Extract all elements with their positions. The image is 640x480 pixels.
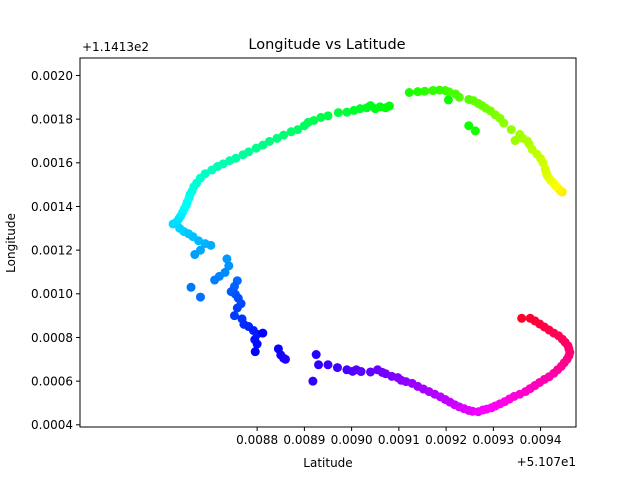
scatter-point <box>195 292 205 302</box>
x-tick-label: 0.0091 <box>378 433 420 447</box>
plot-frame <box>79 57 577 428</box>
x-tick-label: 0.0093 <box>472 433 514 447</box>
scatter-point <box>229 311 239 321</box>
x-offset-label: +5.107e1 <box>517 455 576 469</box>
scatter-point <box>510 136 520 146</box>
scatter-point <box>252 339 262 349</box>
y-tick-label: 0.0012 <box>31 243 73 257</box>
x-tick-label: 0.0090 <box>331 433 373 447</box>
scatter-point <box>222 254 232 264</box>
scatter-point <box>238 150 248 160</box>
scatter-point <box>464 94 474 104</box>
y-tick-label: 0.0014 <box>31 200 73 214</box>
scatter-point <box>428 86 438 96</box>
x-tick-label: 0.0094 <box>520 433 562 447</box>
scatter-point <box>349 105 359 115</box>
scatter-point <box>264 136 274 146</box>
chart-title: Longitude vs Latitude <box>248 37 405 53</box>
y-offset-label: +1.1413e2 <box>82 40 149 54</box>
y-tick-label: 0.0006 <box>31 374 73 388</box>
scatter-point <box>464 121 474 131</box>
scatter-points <box>168 85 575 417</box>
scatter-point <box>404 88 414 97</box>
scatter-point <box>434 85 444 95</box>
scatter-point <box>517 313 527 323</box>
x-tick-label: 0.0092 <box>425 433 467 447</box>
y-tick-label: 0.0010 <box>31 287 73 301</box>
scatter-point <box>311 350 321 360</box>
scatter-point <box>314 360 324 370</box>
y-tick-label: 0.0004 <box>31 418 73 432</box>
scatter-point <box>299 121 309 131</box>
x-tick-label: 0.0088 <box>236 433 278 447</box>
x-axis-label: Latitude <box>303 456 352 470</box>
scatter-point <box>506 125 516 135</box>
y-axis-label: Longitude <box>4 213 18 273</box>
scatter-point <box>308 376 318 386</box>
scatter-point <box>323 360 333 370</box>
scatter-point <box>286 127 296 137</box>
y-tick-label: 0.0020 <box>31 69 73 83</box>
y-tick-label: 0.0018 <box>31 112 73 126</box>
scatter-point <box>190 250 200 260</box>
scatter-point <box>272 133 282 143</box>
scatter-point <box>258 328 268 338</box>
scatter-point <box>280 354 290 364</box>
scatter-point <box>251 143 261 153</box>
scatter-point <box>525 313 535 323</box>
scatter-point <box>210 275 220 285</box>
scatter-point <box>323 111 333 121</box>
y-tick-label: 0.0008 <box>31 331 73 345</box>
scatter-point <box>420 86 430 96</box>
scatter-point <box>207 165 217 175</box>
scatter-point <box>366 367 376 377</box>
scatter-point <box>342 107 352 117</box>
scatter-point <box>168 219 178 229</box>
x-axis-ticks: 0.0088 0.0089 0.0090 0.0091 0.0092 0.0093 0.00… <box>236 427 562 447</box>
scatter-point <box>206 240 216 250</box>
scatter-point <box>443 95 453 105</box>
scatter-point <box>356 367 366 377</box>
scatter-point <box>332 363 342 373</box>
scatter-point <box>186 282 196 292</box>
scatter-point <box>250 347 260 357</box>
scatter-point <box>316 112 326 122</box>
scatter-point <box>224 261 234 271</box>
y-tick-label: 0.0016 <box>31 156 73 170</box>
y-axis-ticks: 0.0004 0.0006 0.0008 0.0010 0.0012 0.0014 0.00… <box>31 69 80 432</box>
scatter-point <box>232 303 242 313</box>
scatter-point <box>413 87 423 97</box>
x-tick-label: 0.0089 <box>283 433 325 447</box>
scatter-point <box>470 126 480 136</box>
scatter-point <box>515 129 525 139</box>
scatter-point <box>362 103 372 113</box>
scatter-point <box>333 108 343 118</box>
